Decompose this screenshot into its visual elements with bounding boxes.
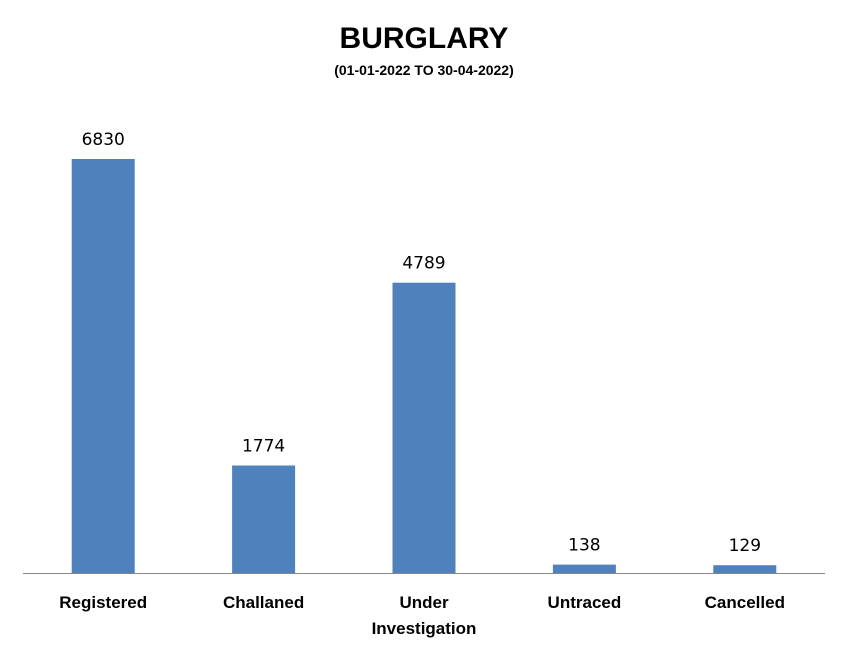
data-label-cancelled: 129 [729,536,761,556]
chart-title: BURGLARY [339,22,509,55]
bar-under-investigation [392,282,456,573]
bars-layer [71,159,777,573]
data-label-registered: 6830 [82,130,125,150]
bar-registered [71,159,135,573]
bar-untraced [552,564,616,573]
data-label-untraced: 138 [568,536,600,556]
category-label-challaned: Challaned [223,593,304,612]
category-label-under-investigation: Under Investigation [372,593,477,638]
category-label-line: Untraced [548,593,622,612]
category-labels-layer: Registered Challaned Under Investigation Unt… [59,593,785,638]
category-label-registered: Registered [59,593,147,612]
category-label-line: Investigation [372,619,477,638]
bar-challaned [232,465,296,573]
category-label-line: Registered [59,593,147,612]
category-label-line: Under [399,593,449,612]
category-label-cancelled: Cancelled [705,593,785,612]
data-labels-layer: 6830 1774 4789 138 129 [82,130,761,556]
chart-subtitle: (01-01-2022 TO 30-04-2022) [334,62,514,78]
data-label-under-investigation: 4789 [402,254,445,274]
category-label-line: Challaned [223,593,304,612]
bar-cancelled [713,565,777,573]
data-label-challaned: 1774 [242,437,285,457]
category-label-untraced: Untraced [548,593,622,612]
category-label-line: Cancelled [705,593,785,612]
